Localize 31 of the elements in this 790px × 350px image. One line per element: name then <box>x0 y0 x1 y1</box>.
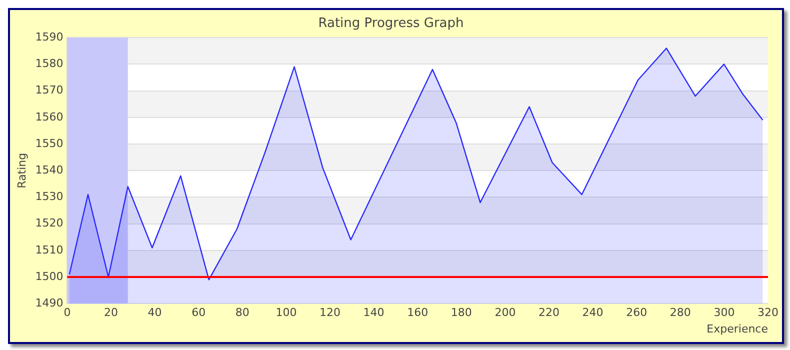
x-tick-label: 300 <box>714 306 735 320</box>
y-axis-title: Rating <box>15 152 28 188</box>
y-tick-label: 1530 <box>35 190 64 204</box>
y-tick-label: 1490 <box>35 296 64 310</box>
x-tick-label: 0 <box>64 306 71 320</box>
x-tick-label: 220 <box>538 306 560 320</box>
y-tick-label: 1570 <box>35 84 64 97</box>
y-tick-label: 1510 <box>35 243 64 256</box>
y-tick-label: 1550 <box>35 136 64 150</box>
x-tick-label: 160 <box>407 306 428 320</box>
x-tick-label: 140 <box>363 306 384 320</box>
y-tick-label: 1590 <box>35 30 64 44</box>
y-tick-label: 1520 <box>35 216 64 230</box>
y-tick-label: 1580 <box>35 57 64 70</box>
x-tick-label: 260 <box>626 306 648 320</box>
y-tick-label: 1540 <box>35 163 64 176</box>
x-tick-label: 240 <box>582 306 604 320</box>
x-tick-label: 100 <box>276 306 297 320</box>
x-tick-label: 320 <box>758 306 778 320</box>
x-axis-title: Experience <box>706 322 768 336</box>
x-tick-label: 280 <box>670 306 691 320</box>
x-tick-label: 180 <box>450 306 472 320</box>
x-tick-label: 120 <box>319 306 340 320</box>
x-tick-label: 80 <box>235 306 250 320</box>
y-tick-label: 1560 <box>35 110 64 124</box>
chart-title: Rating Progress Graph <box>318 16 464 32</box>
x-tick-label: 20 <box>104 306 118 320</box>
y-tick-label: 1500 <box>35 270 64 283</box>
x-tick-label: 200 <box>494 306 516 320</box>
x-tick-label: 60 <box>192 306 206 320</box>
x-tick-label: 40 <box>148 306 162 320</box>
